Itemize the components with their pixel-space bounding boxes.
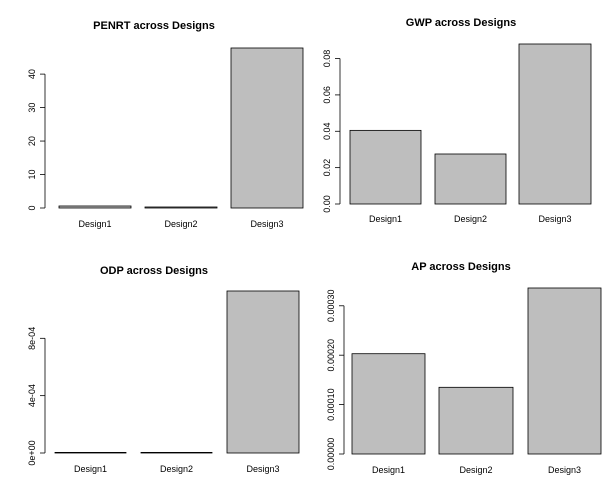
category-label: Design3 <box>246 464 279 474</box>
chart-panel-4: AP across Designs Design1 Design2 Design3 0.… <box>326 261 602 475</box>
y-tick-label: 20 <box>27 136 37 146</box>
bar-design3 <box>230 47 304 209</box>
bar-design2 <box>434 153 507 205</box>
y-tick-label: 0.00020 <box>326 339 336 372</box>
bar-design3 <box>518 43 592 205</box>
y-tick-label: 0.02 <box>322 159 332 177</box>
category-label: Design2 <box>164 219 197 229</box>
y-tick-label: 30 <box>27 103 37 113</box>
y-tick-label: 0.00000 <box>326 438 336 471</box>
chart-title: ODP across Designs <box>100 265 208 277</box>
chart-panel-1: PENRT across Designs Design1 Design2 Design… <box>27 20 304 229</box>
y-tick-label: 0.06 <box>322 86 332 104</box>
y-tick-label: 0 <box>27 205 37 210</box>
chart-panel-3: ODP across Designs Design1 Design2 Design3 0… <box>27 265 300 474</box>
y-tick-label: 10 <box>27 170 37 180</box>
bar-design1 <box>54 451 127 454</box>
bar-design3 <box>226 290 300 454</box>
y-tick-label: 0e+00 <box>27 440 37 465</box>
y-tick-label: 4e-04 <box>27 384 37 407</box>
category-label: Design1 <box>78 219 111 229</box>
category-label: Design1 <box>369 214 402 224</box>
bar-design1 <box>58 205 132 209</box>
y-tick-label: 8e-04 <box>27 327 37 350</box>
y-tick-label: 0.00030 <box>326 290 336 323</box>
bar-design1 <box>349 129 422 205</box>
bar-design2 <box>438 386 514 455</box>
y-tick-label: 0.00010 <box>326 388 336 421</box>
chart-title: GWP across Designs <box>406 17 516 29</box>
y-tick-label: 0.04 <box>322 123 332 141</box>
chart-title: PENRT across Designs <box>93 20 215 32</box>
category-label: Design2 <box>454 214 487 224</box>
y-tick-label: 0.08 <box>322 50 332 68</box>
category-label: Design2 <box>160 464 193 474</box>
chart-title: AP across Designs <box>411 261 510 273</box>
category-label: Design2 <box>459 465 492 475</box>
y-tick-label: 0.00 <box>322 195 332 213</box>
category-label: Design3 <box>538 214 571 224</box>
category-label: Design1 <box>74 464 107 474</box>
chart-panel-2: GWP across Designs Design1 Design2 Design3 0… <box>322 17 592 224</box>
category-label: Design1 <box>372 465 405 475</box>
category-label: Design3 <box>548 465 581 475</box>
bar-design2 <box>140 451 213 454</box>
bar-design3 <box>527 287 602 455</box>
bar-design1 <box>351 353 426 455</box>
bar-design2 <box>144 206 218 209</box>
category-label: Design3 <box>250 219 283 229</box>
y-tick-label: 40 <box>27 69 37 79</box>
